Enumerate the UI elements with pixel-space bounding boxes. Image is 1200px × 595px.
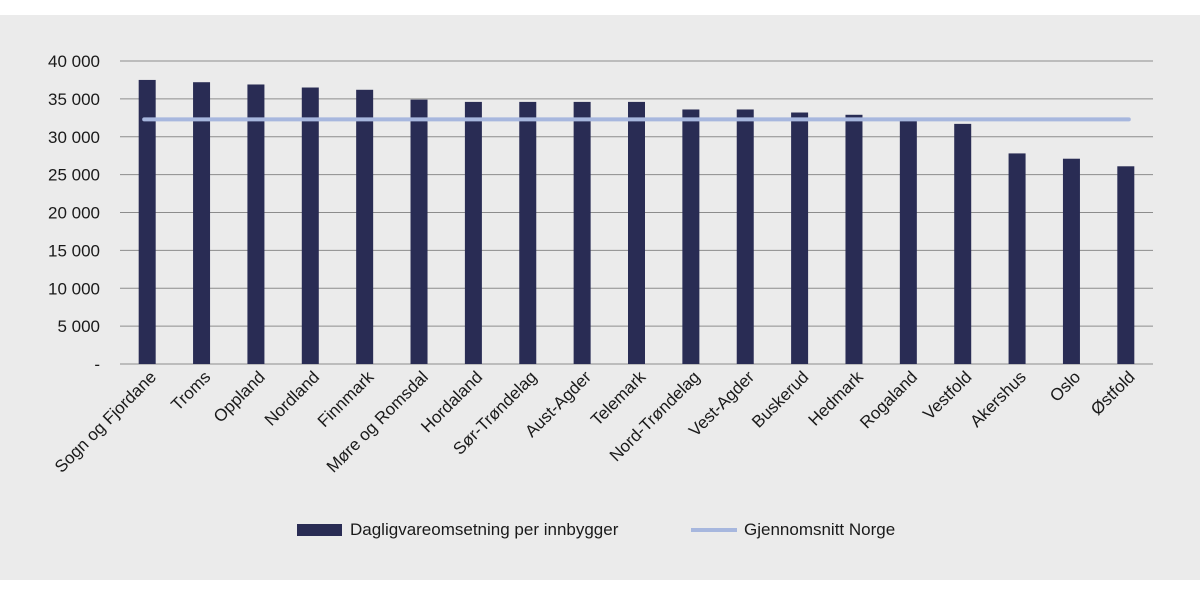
bar	[193, 82, 211, 365]
x-tick-label: Buskerud	[748, 367, 812, 431]
bar	[301, 87, 319, 364]
bar	[1117, 166, 1135, 364]
bar	[1062, 158, 1080, 364]
x-tick-label: Nordland	[261, 367, 323, 429]
y-tick-label: 40 000	[48, 52, 100, 71]
x-tick-label: Østfold	[1087, 367, 1139, 419]
y-tick-label: 20 000	[48, 204, 100, 223]
bar	[464, 101, 482, 364]
bar	[573, 101, 591, 364]
x-tick-label: Oppland	[210, 367, 269, 426]
legend-label: Gjennomsnitt Norge	[744, 520, 895, 539]
bar	[519, 101, 537, 364]
bar	[356, 89, 374, 364]
x-tick-label: Vestfold	[919, 367, 975, 423]
x-tick-label: Møre og Romsdal	[323, 367, 432, 476]
bar	[954, 123, 972, 364]
x-tick-label: Troms	[167, 367, 214, 414]
y-tick-label: 5 000	[57, 317, 100, 336]
bar	[736, 109, 754, 364]
x-tick-label: Rogaland	[856, 367, 921, 432]
bar	[410, 99, 428, 364]
x-tick-label: Sogn og Fjordane	[51, 367, 160, 476]
y-tick-label: -	[94, 355, 100, 374]
bar	[247, 84, 265, 365]
bar	[1008, 153, 1026, 364]
bar	[628, 101, 645, 364]
legend-swatch-bars	[297, 524, 342, 536]
y-tick-label: 30 000	[48, 128, 100, 147]
bar	[138, 79, 156, 364]
bar	[899, 120, 917, 365]
x-tick-label: Akershus	[966, 367, 1030, 431]
y-tick-label: 25 000	[48, 166, 100, 185]
x-tick-label: Oslo	[1046, 367, 1084, 405]
legend-label: Dagligvareomsetning per innbygger	[350, 520, 619, 539]
y-tick-label: 35 000	[48, 90, 100, 109]
bar	[791, 112, 809, 364]
y-tick-label: 15 000	[48, 241, 100, 260]
bar	[845, 114, 863, 364]
bar	[682, 109, 700, 364]
y-tick-label: 10 000	[48, 279, 100, 298]
